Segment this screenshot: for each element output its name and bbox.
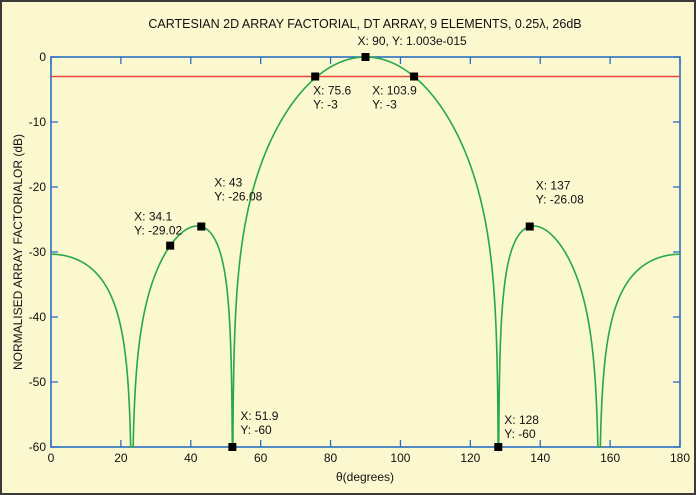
x-tick-label: 40: [184, 451, 198, 465]
datatip-label: X: 43: [214, 176, 242, 190]
datatip-label: X: 137: [536, 179, 571, 193]
plot-area-border: [50, 56, 681, 448]
x-tick-label: 120: [460, 451, 480, 465]
datatip-label: X: 75.6: [313, 84, 351, 98]
datatip-label: Y: -60: [504, 427, 536, 441]
y-tick-label: -50: [29, 375, 47, 389]
y-tick-label: 0: [39, 50, 46, 64]
y-tick-label: -60: [29, 440, 47, 454]
array-factor-curve: [51, 56, 680, 448]
datatip-label: X: 51.9: [240, 409, 278, 423]
datatip-marker: [197, 222, 206, 231]
x-tick-label: 140: [530, 451, 550, 465]
datatip-label: Y: -26.08: [536, 193, 584, 207]
datatip-label: Y: -26.08: [214, 190, 262, 204]
datatip-marker: [361, 53, 370, 61]
datatip-marker: [311, 72, 320, 81]
y-tick-label: -40: [29, 310, 47, 324]
datatip-label: Y: -3: [313, 98, 338, 112]
datatip-label: Y: -29.02: [134, 224, 182, 238]
datatip-label: X: 90, Y: 1.003e-015: [358, 34, 468, 48]
x-tick-label: 80: [324, 451, 338, 465]
x-tick-label: 160: [600, 451, 620, 465]
x-tick-label: 60: [254, 451, 268, 465]
datatip-label: Y: -3: [372, 98, 397, 112]
datatip-marker: [494, 443, 503, 451]
y-tick-label: -30: [29, 245, 47, 259]
chart-title: CARTESIAN 2D ARRAY FACTORIAL, DT ARRAY, …: [148, 17, 581, 31]
datatip-marker: [228, 443, 237, 451]
datatip-marker: [410, 72, 419, 81]
datatip-label: X: 103.9: [372, 84, 417, 98]
datatip-marker: [525, 222, 534, 231]
x-axis-label: θ(degrees): [336, 470, 394, 484]
datatip-marker: [166, 241, 175, 250]
datatip-label: Y: -60: [240, 423, 272, 437]
x-tick-label: 100: [390, 451, 410, 465]
y-tick-label: -20: [29, 180, 47, 194]
y-axis-label: NORMALISED ARRAY FACTORIALOR (dB): [11, 134, 25, 370]
x-tick-label: 180: [670, 451, 690, 465]
y-tick-label: -10: [29, 115, 47, 129]
x-tick-label: 0: [48, 451, 55, 465]
x-tick-label: 20: [114, 451, 128, 465]
datatip-label: X: 128: [504, 413, 539, 427]
datatip-label: X: 34.1: [134, 210, 172, 224]
